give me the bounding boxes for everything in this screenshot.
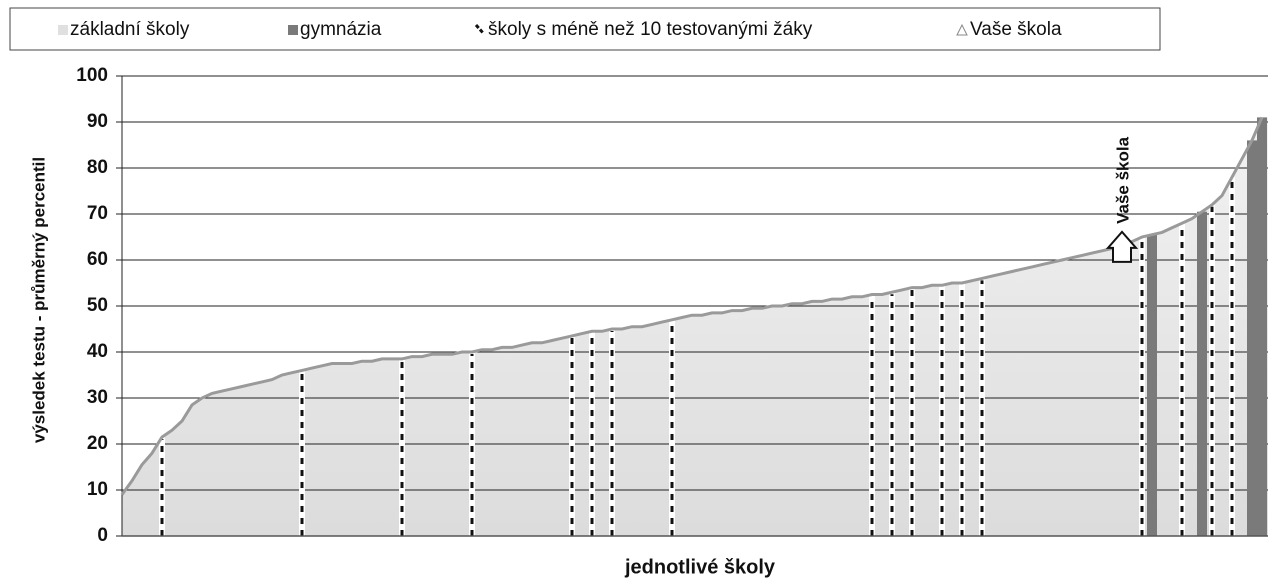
y-axis-label: výsledek testu - průměrný percentil <box>29 157 48 443</box>
legend-box <box>9 7 1161 51</box>
legend-label: gymnázia <box>300 19 382 40</box>
gymnazium-bar <box>1197 211 1207 536</box>
legend-label: základní školy <box>70 19 190 40</box>
legend-label: školy s méně než 10 testovanými žáky <box>488 19 813 40</box>
x-axis-label: jednotlivé školy <box>624 556 776 578</box>
y-tick-label: 70 <box>87 203 108 224</box>
y-tick-label: 90 <box>87 111 108 132</box>
y-tick-label: 40 <box>87 341 108 362</box>
legend-swatch <box>956 23 968 36</box>
area-fill <box>122 117 1268 537</box>
gymnazium-bar <box>1247 140 1257 536</box>
y-tick-label: 0 <box>97 525 108 546</box>
y-tick-label: 60 <box>87 249 108 270</box>
legend-swatch <box>474 24 486 35</box>
area-line <box>120 116 1264 496</box>
your-school-icon <box>1105 230 1139 263</box>
y-tick-label: 50 <box>87 295 108 316</box>
y-tick-label: 30 <box>87 387 108 408</box>
legend-label: Vaše škola <box>970 19 1062 40</box>
y-tick-label: 100 <box>76 65 108 86</box>
gymnazium-bar <box>1257 117 1267 537</box>
y-tick-label: 80 <box>87 157 108 178</box>
annotation: Vaše škola <box>1113 136 1132 224</box>
gymnazium-bar <box>1147 234 1157 536</box>
y-tick-label: 20 <box>87 433 108 454</box>
y-tick-label: 10 <box>87 479 108 500</box>
legend-swatch <box>58 25 68 35</box>
legend-swatch <box>288 25 298 35</box>
